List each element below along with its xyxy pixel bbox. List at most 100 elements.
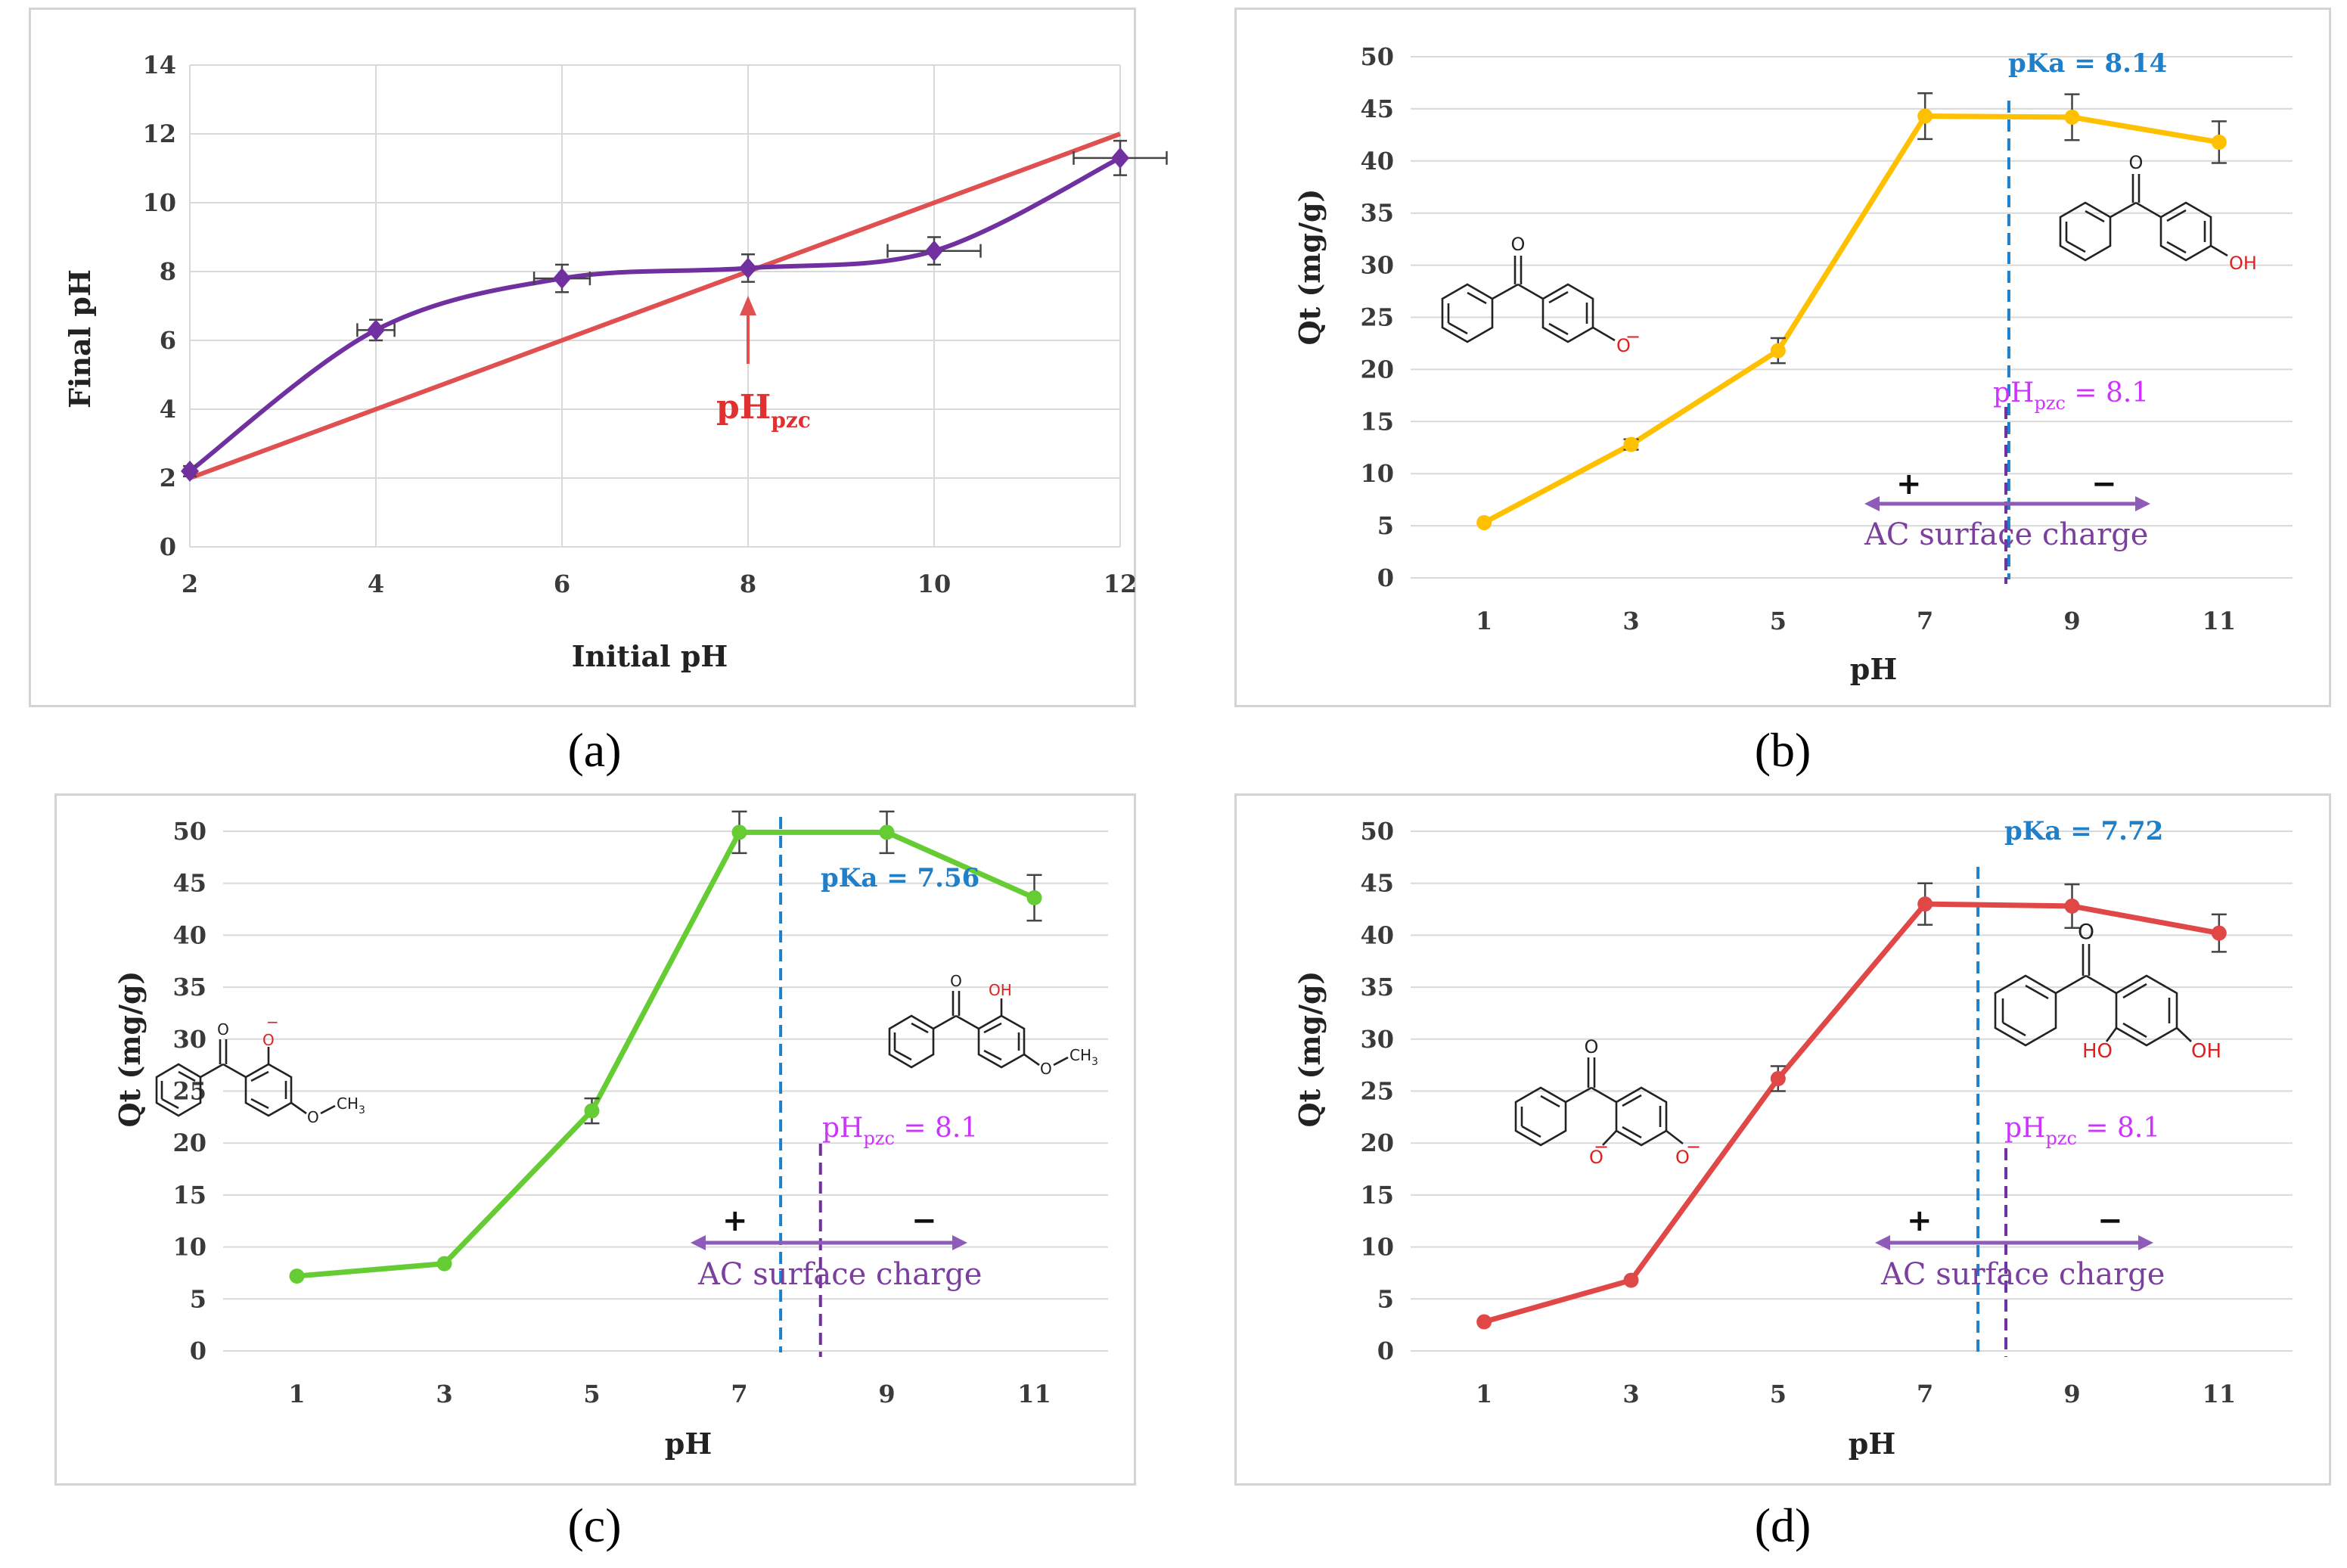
pzc-arrow-head	[740, 296, 756, 315]
y-tick-label: 2	[160, 464, 176, 492]
caption-c: (c)	[567, 1498, 622, 1552]
y-tick-label: 50	[172, 817, 206, 846]
data-point	[1026, 890, 1042, 905]
reference-lines	[1976, 867, 2008, 1357]
y-tick-labels: 0 2 4 6 8 10 12 14	[142, 51, 176, 561]
y-tick-label: 20	[1360, 1129, 1394, 1157]
y-tick-label: 45	[1360, 95, 1394, 123]
molecule-hydroxy: O OH O CH3	[888, 972, 1098, 1078]
caption-d: (d)	[1754, 1498, 1811, 1552]
data-point	[584, 1103, 600, 1119]
data-point	[1770, 1071, 1786, 1087]
phenoxide-oxygen: O	[1616, 335, 1631, 356]
hydroxyl-group: OH	[2229, 253, 2257, 274]
charge-arrow: + − AC surface charge	[1875, 1203, 2165, 1292]
x-tick-label: 5	[1770, 607, 1787, 635]
pzc-label: pHpzc = 8.1	[822, 1113, 978, 1149]
charge-arrow-right-head	[2135, 496, 2150, 511]
x-tick-label: 2	[182, 570, 198, 598]
data-point	[731, 824, 747, 840]
phenoxide-charge: −	[266, 1013, 279, 1031]
data-point	[1623, 436, 1639, 452]
y-tick-label: 40	[172, 921, 206, 949]
phenoxide-oxygen-1: O	[1589, 1147, 1603, 1168]
x-tick-label: 12	[1104, 570, 1138, 598]
pka-label: pKa = 7.72	[2004, 816, 2163, 846]
carbonyl-oxygen: O	[950, 972, 962, 990]
y-tick-label: 20	[1360, 355, 1394, 383]
y-tick-label: 35	[1360, 973, 1394, 1001]
x-tick-label: 7	[1917, 607, 1933, 635]
x-tick-label: 6	[554, 570, 570, 598]
y-tick-labels: 0 5 10 15 20 25 30 35 40 45 50	[172, 817, 206, 1365]
x-tick-label: 11	[2203, 1380, 2237, 1408]
y-tick-label: 45	[172, 869, 206, 898]
x-tick-label: 5	[1770, 1380, 1787, 1408]
y-tick-label: 12	[142, 120, 176, 148]
phenoxide-oxygen: O	[262, 1031, 275, 1049]
data-point	[925, 240, 943, 262]
data-point	[1917, 108, 1933, 124]
reference-lines	[2004, 101, 2010, 584]
negative-sign: −	[911, 1203, 937, 1238]
data-point	[1476, 514, 1492, 530]
plot-area	[289, 810, 1042, 1284]
surface-charge-label: AC surface charge	[1864, 517, 2148, 552]
caption-b: (b)	[1754, 723, 1811, 777]
x-tick-label: 9	[878, 1380, 895, 1408]
data-point	[553, 268, 571, 290]
y-tick-label: 30	[1360, 1025, 1394, 1054]
y-tick-label: 35	[172, 973, 206, 1001]
charge-arrow: + − AC surface charge	[691, 1203, 982, 1292]
x-tick-label: 10	[917, 570, 952, 598]
data-point	[436, 1256, 452, 1271]
positive-sign: +	[722, 1203, 748, 1238]
x-tick-label: 5	[583, 1380, 600, 1408]
x-tick-label: 9	[2063, 1380, 2080, 1408]
x-axis-title: pH	[1849, 1427, 1895, 1461]
series-line	[1483, 901, 2220, 1324]
y-tick-label: 50	[1360, 42, 1394, 71]
series-line	[188, 156, 1122, 474]
data-point	[1111, 147, 1129, 169]
x-axis-title: pH	[1850, 652, 1897, 686]
x-tick-label: 1	[1476, 1380, 1492, 1408]
data-point	[181, 460, 199, 482]
y-tick-labels: 0 5 10 15 20 25 30 35 40 45 50	[1360, 42, 1394, 592]
carbonyl-oxygen: O	[2129, 152, 2144, 173]
y-tick-label: 5	[1377, 511, 1394, 540]
y-tick-label: 50	[1360, 817, 1394, 846]
data-point	[879, 824, 895, 840]
carbonyl-oxygen: O	[1511, 234, 1526, 255]
y-tick-label: 4	[160, 395, 176, 424]
y-tick-labels: 0 5 10 15 20 25 30 35 40 45 50	[1360, 817, 1394, 1365]
x-tick-label: 9	[2063, 607, 2080, 635]
positive-sign: +	[1907, 1203, 1933, 1238]
y-tick-label: 40	[1360, 921, 1394, 949]
x-tick-label: 1	[1476, 607, 1492, 635]
y-tick-label: 40	[1360, 147, 1394, 175]
data-point	[1476, 1314, 1492, 1330]
charge-arrow-left-head	[1864, 496, 1880, 511]
pzc-label: pHpzc = 8.1	[2004, 1113, 2160, 1149]
data-point	[739, 257, 757, 279]
data-point	[2211, 925, 2227, 941]
reference-lines	[779, 817, 822, 1357]
y-tick-label: 45	[1360, 869, 1394, 898]
pzc-label: pHpzc = 8.1	[1993, 377, 2149, 414]
y-tick-label: 10	[1360, 459, 1394, 488]
phenoxide-charge-2: −	[1686, 1136, 1701, 1157]
x-tick-label: 1	[288, 1380, 305, 1408]
charge-arrow-left-head	[1875, 1235, 1890, 1250]
molecule-dianion: O O − O −	[1514, 1036, 1701, 1168]
y-tick-label: 30	[172, 1025, 206, 1054]
y-tick-label: 14	[142, 51, 176, 79]
negative-sign: −	[2091, 467, 2117, 501]
hydroxyl-group-2: OH	[2191, 1040, 2221, 1063]
methoxy-oxygen: O	[1040, 1060, 1052, 1078]
y-axis-title: Qt (mg/g)	[1293, 970, 1327, 1127]
x-tick-label: 3	[1622, 607, 1639, 635]
